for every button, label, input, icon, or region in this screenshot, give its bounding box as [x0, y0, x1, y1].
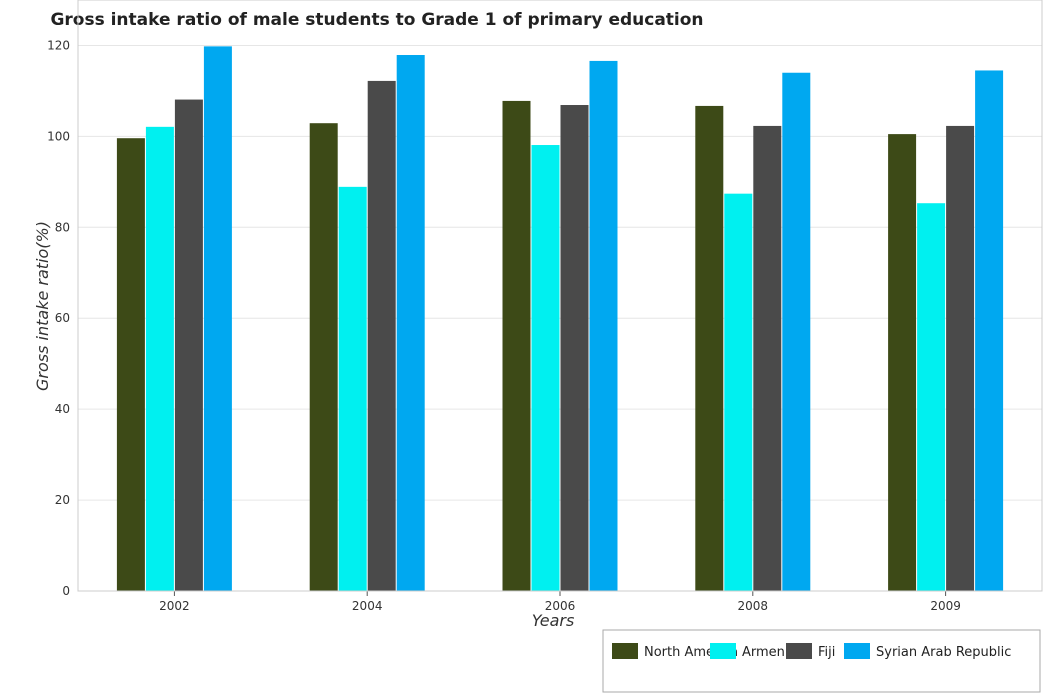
y-axis-ticks: 0 20 40 60 80 100 120 [47, 38, 70, 598]
bar [502, 100, 531, 591]
bar [145, 126, 174, 591]
legend-swatch [844, 643, 870, 659]
legend-swatch [612, 643, 638, 659]
bar [695, 105, 724, 591]
y-axis-label: Gross intake ratio(%) [33, 221, 52, 391]
y-tick-label: 40 [55, 402, 70, 416]
legend: North America Armenia Fiji Syrian Arab Repu… [602, 629, 1041, 693]
legend-swatch [710, 643, 736, 659]
legend-box [602, 629, 1041, 693]
bar [946, 125, 975, 591]
chart-title: Gross intake ratio of male students to G… [50, 10, 703, 30]
y-tick-label: 0 [62, 584, 70, 598]
bar [203, 46, 232, 591]
legend-label: Syrian Arab Republic [876, 645, 1011, 660]
bar [116, 138, 145, 592]
x-tick-label: 2006 [545, 599, 576, 613]
bars [116, 46, 1004, 592]
legend-swatch [786, 643, 812, 659]
bar [975, 70, 1004, 591]
x-tick-label: 2002 [159, 599, 190, 613]
y-tick-label: 120 [47, 38, 70, 52]
legend-label: Armenia [742, 645, 797, 660]
y-tick-label: 20 [55, 493, 70, 507]
bar [782, 72, 811, 591]
plot-frame [77, 0, 1043, 592]
y-tick-label: 100 [47, 129, 70, 143]
y-tick-label: 60 [55, 311, 70, 325]
x-tick-label: 2008 [738, 599, 769, 613]
bar [724, 193, 753, 592]
legend-label: Fiji [818, 645, 835, 660]
x-tick-label: 2009 [930, 599, 961, 613]
bar [917, 203, 946, 591]
bar [589, 60, 618, 592]
gridlines [78, 44, 1042, 592]
bar [174, 99, 203, 592]
bar [531, 145, 560, 591]
bar [367, 80, 396, 591]
y-tick-label: 80 [55, 220, 70, 234]
bar [753, 125, 782, 591]
bar [888, 134, 917, 591]
bar [396, 55, 425, 591]
bar [560, 105, 589, 592]
x-axis-label: Years [532, 611, 575, 630]
x-axis-ticks: 2002 2004 2006 2008 2009 [159, 591, 961, 613]
x-tick-label: 2004 [352, 599, 383, 613]
bar [338, 186, 367, 591]
bar [309, 123, 338, 591]
